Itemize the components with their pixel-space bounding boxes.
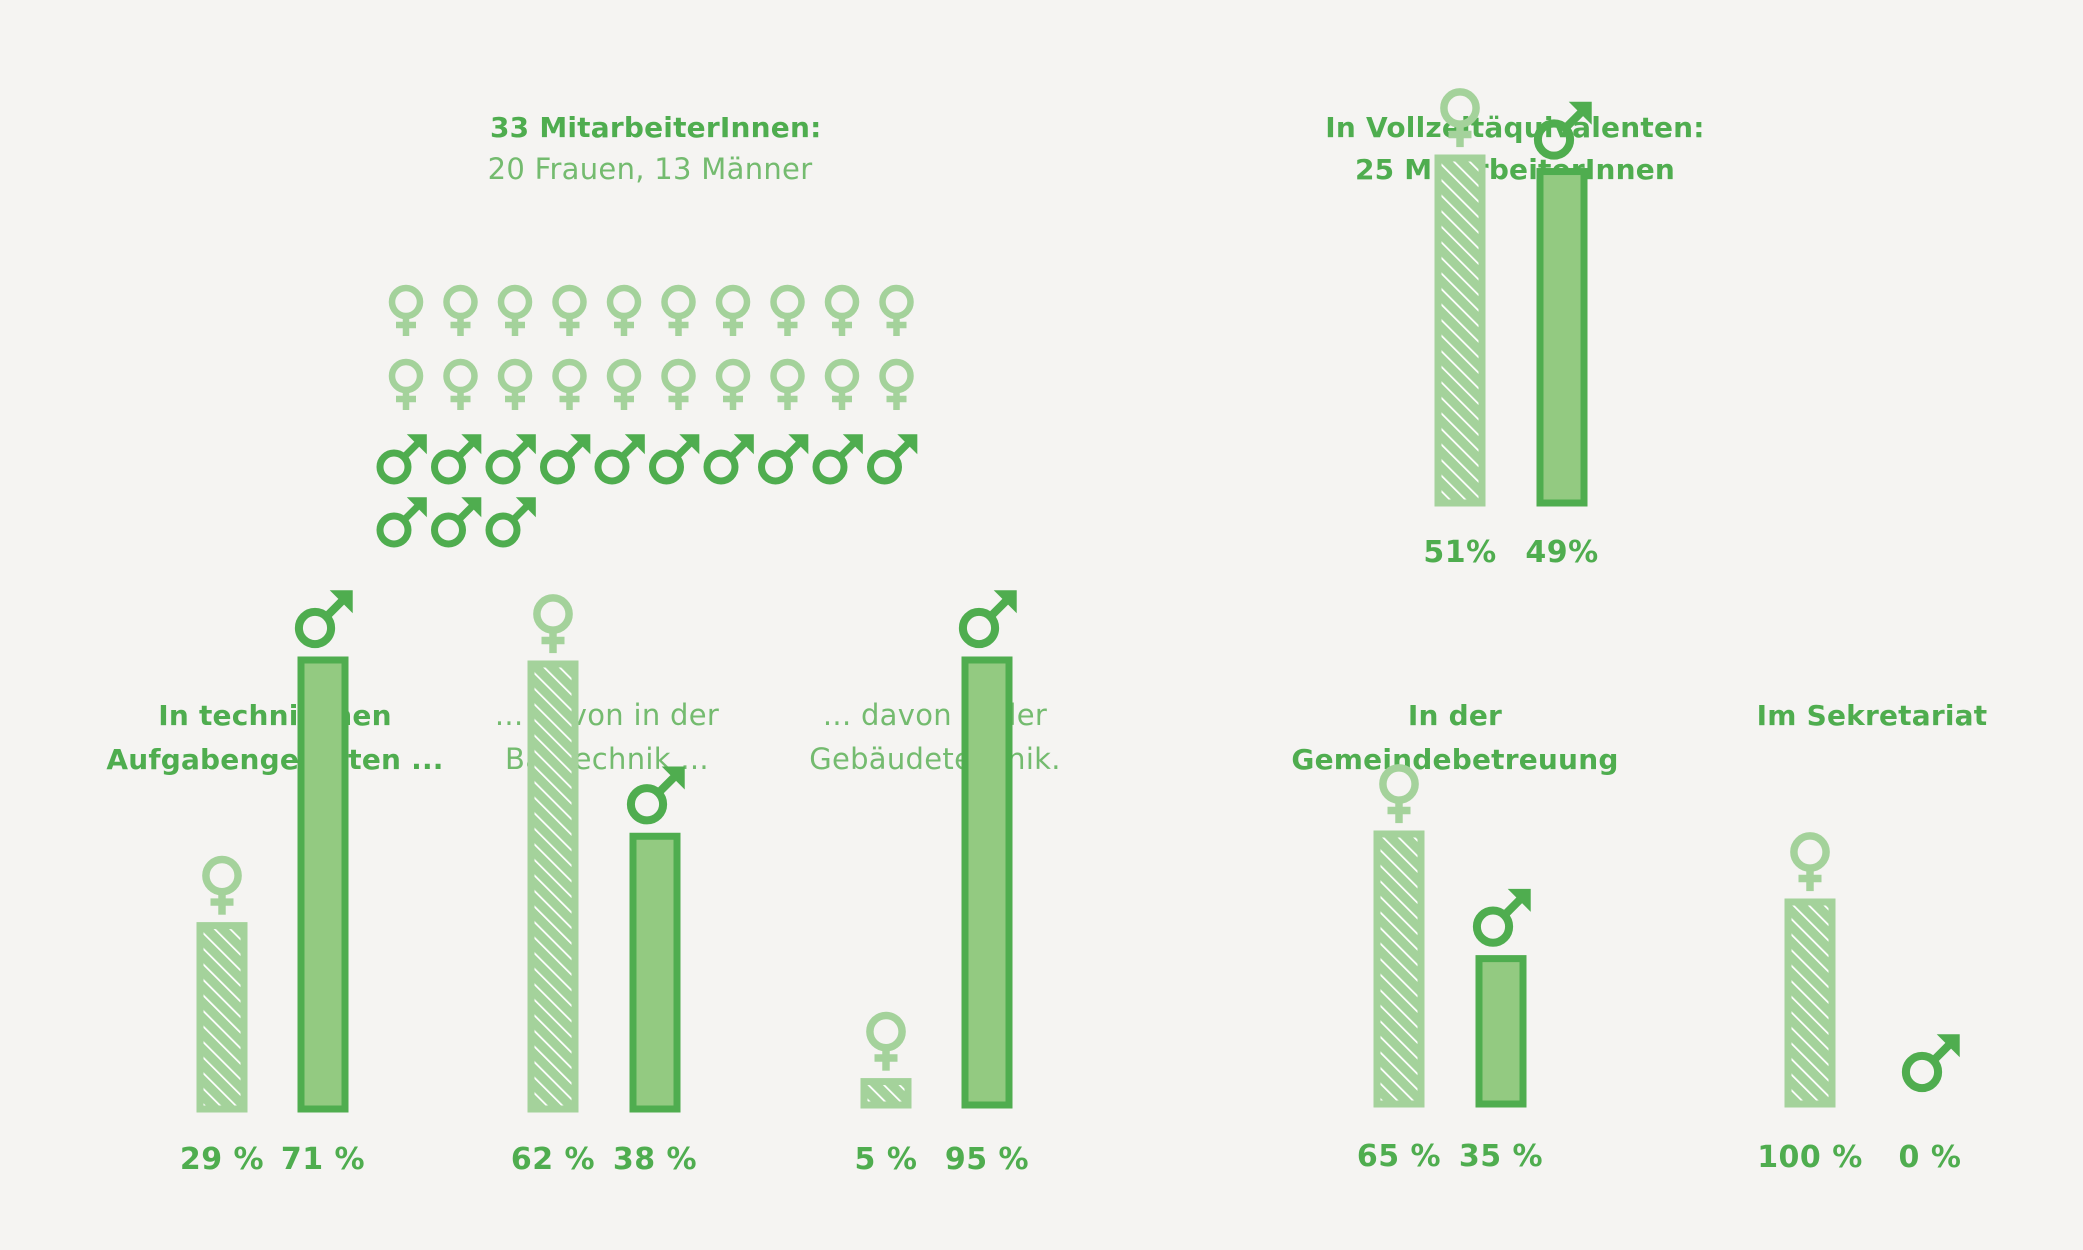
- municipal-chart-subtitle: Gemeindebetreuung: [1291, 743, 1619, 776]
- male-bar: [297, 656, 349, 1113]
- female-bar: [527, 660, 579, 1113]
- male-person-icon: [594, 434, 645, 485]
- male-percentage-label: 35 %: [1458, 1139, 1544, 1174]
- female-percentage-label: 29 %: [179, 1142, 265, 1177]
- male-bar-icon: [626, 766, 685, 825]
- female-bar-icon: [866, 1011, 906, 1071]
- headcount-subtitle: 20 Frauen, 13 Männer: [487, 152, 813, 186]
- male-person-icon: [812, 434, 863, 485]
- male-bar-icon: [958, 590, 1017, 649]
- male-person-icon: [376, 497, 427, 548]
- technical-chart-title: In technischen: [158, 699, 392, 732]
- female-person-icon: [606, 284, 642, 336]
- male-bar-icon: [1533, 101, 1592, 160]
- male-bar: [1536, 168, 1588, 507]
- male-percentage-label: 71 %: [280, 1142, 366, 1177]
- male-percentage-label: 38 %: [612, 1142, 698, 1177]
- female-person-icon: [388, 284, 424, 336]
- male-person-icon: [649, 434, 700, 485]
- male-person-icon: [376, 434, 427, 485]
- female-person-icon: [824, 284, 860, 336]
- male-bar: [1475, 955, 1527, 1108]
- female-bar-icon: [533, 594, 573, 654]
- male-person-icon: [431, 434, 482, 485]
- female-person-icon: [879, 358, 914, 410]
- fte-chart-subtitle: 25 MitarbeiterInnen: [1354, 153, 1676, 186]
- male-person-icon: [758, 434, 809, 485]
- female-person-icon: [552, 358, 587, 410]
- female-bar-icon: [1379, 764, 1419, 824]
- secretariat-chart-title: Im Sekretariat: [1756, 699, 1988, 732]
- female-person-icon: [443, 284, 478, 336]
- male-bar-icon: [1472, 888, 1531, 947]
- female-person-icon: [552, 284, 587, 336]
- fte-chart-title: In Vollzeitäquivalenten:: [1325, 111, 1705, 144]
- female-bar-icon: [202, 855, 242, 915]
- female-percentage-label: 51%: [1423, 535, 1497, 570]
- male-percentage-label: 0 %: [1898, 1140, 1962, 1175]
- female-person-icon: [824, 358, 860, 410]
- male-bar-icon: [1901, 1034, 1960, 1093]
- female-percentage-label: 5 %: [854, 1142, 918, 1177]
- female-bar: [196, 922, 248, 1113]
- female-person-icon: [770, 358, 805, 410]
- municipal-chart-title: In der: [1407, 699, 1503, 732]
- female-person-icon: [715, 284, 751, 336]
- female-person-icon: [443, 358, 478, 410]
- male-bar: [961, 656, 1013, 1109]
- female-bar: [860, 1078, 912, 1109]
- female-percentage-label: 62 %: [510, 1142, 596, 1177]
- male-person-icon: [867, 434, 918, 485]
- female-person-icon: [770, 284, 805, 336]
- male-percentage-label: 95 %: [944, 1142, 1030, 1177]
- male-person-icon: [485, 497, 536, 548]
- male-percentage-label: 49%: [1525, 535, 1599, 570]
- male-person-icon: [703, 434, 754, 485]
- female-person-icon: [388, 358, 424, 410]
- female-bar: [1373, 830, 1425, 1108]
- female-percentage-label: 65 %: [1356, 1139, 1442, 1174]
- male-person-icon: [485, 434, 536, 485]
- female-bar-icon: [1790, 832, 1830, 892]
- female-person-icon: [661, 358, 696, 410]
- female-bar: [1434, 154, 1486, 507]
- headcount-title: 33 MitarbeiterInnen:: [490, 111, 822, 144]
- technical-chart-subtitle: Aufgabengebieten ...: [106, 743, 444, 776]
- female-percentage-label: 100 %: [1757, 1140, 1863, 1175]
- building-services-chart-subtitle: Gebäudetechnik.: [809, 742, 1061, 776]
- female-person-icon: [497, 358, 533, 410]
- female-bar: [1784, 898, 1836, 1108]
- female-person-icon: [661, 284, 696, 336]
- male-person-icon: [431, 497, 482, 548]
- female-person-icon: [497, 284, 533, 336]
- male-bar: [629, 832, 681, 1113]
- female-person-icon: [879, 284, 914, 336]
- female-bar-icon: [1440, 88, 1480, 148]
- male-bar-icon: [294, 590, 353, 649]
- male-person-icon: [540, 434, 591, 485]
- female-person-icon: [606, 358, 642, 410]
- female-person-icon: [715, 358, 751, 410]
